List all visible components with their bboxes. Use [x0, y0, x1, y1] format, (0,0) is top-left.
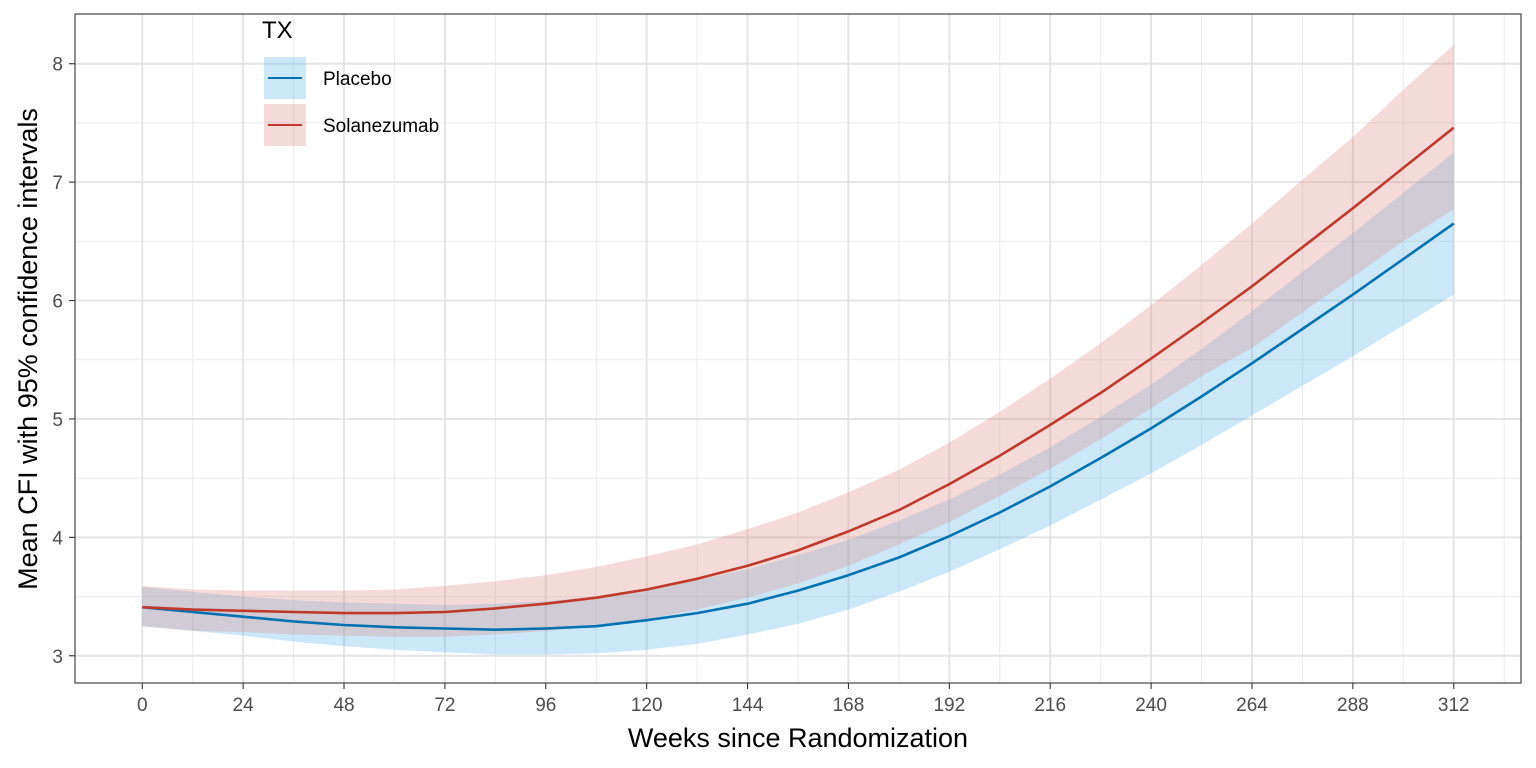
- legend-label-solanezumab: Solanezumab: [323, 116, 439, 137]
- x-tick-label: 216: [1034, 695, 1066, 716]
- ci-ribbon-solanezumab: [142, 44, 1454, 637]
- grid-minor: [75, 14, 1521, 683]
- x-tick-label: 120: [631, 695, 663, 716]
- y-tick-label: 3: [52, 647, 63, 668]
- x-tick-label: 144: [732, 695, 764, 716]
- y-tick-label: 7: [52, 173, 63, 194]
- x-tick-label: 72: [434, 695, 455, 716]
- y-axis: 3 4 5 6 7 8: [52, 55, 75, 668]
- x-tick-label: 264: [1236, 695, 1268, 716]
- x-tick-label: 192: [933, 695, 965, 716]
- y-tick-label: 6: [52, 292, 63, 313]
- y-tick-label: 8: [52, 55, 63, 76]
- legend-label-placebo: Placebo: [323, 69, 392, 90]
- mean-line-placebo: [142, 222, 1455, 632]
- x-tick-label: 0: [137, 695, 148, 716]
- y-tick-label: 4: [52, 528, 63, 549]
- series-lines: [142, 126, 1455, 632]
- x-tick-label: 48: [333, 695, 354, 716]
- legend-item-solanezumab: Solanezumab: [264, 104, 439, 146]
- x-tick-label: 312: [1438, 695, 1470, 716]
- mean-line-solanezumab: [142, 126, 1455, 615]
- x-tick-label: 168: [833, 695, 865, 716]
- grid-major: [75, 14, 1521, 683]
- legend-item-placebo: Placebo: [264, 57, 392, 99]
- x-tick-label: 288: [1337, 695, 1369, 716]
- x-tick-label: 240: [1135, 695, 1167, 716]
- legend-title: TX: [262, 17, 293, 44]
- y-tick-label: 5: [52, 410, 63, 431]
- x-axis-title: Weeks since Randomization: [628, 723, 968, 753]
- legend: TX Placebo Solanezumab: [262, 17, 439, 146]
- plot-border: [74, 13, 1522, 684]
- x-axis: 0 24 48 72 96 120 144 168 192 216 240 264 288 312: [137, 683, 1470, 716]
- y-axis-title: Mean CFI with 95% confidence intervals: [13, 108, 43, 590]
- x-tick-label: 96: [535, 695, 556, 716]
- x-tick-label: 24: [233, 695, 255, 716]
